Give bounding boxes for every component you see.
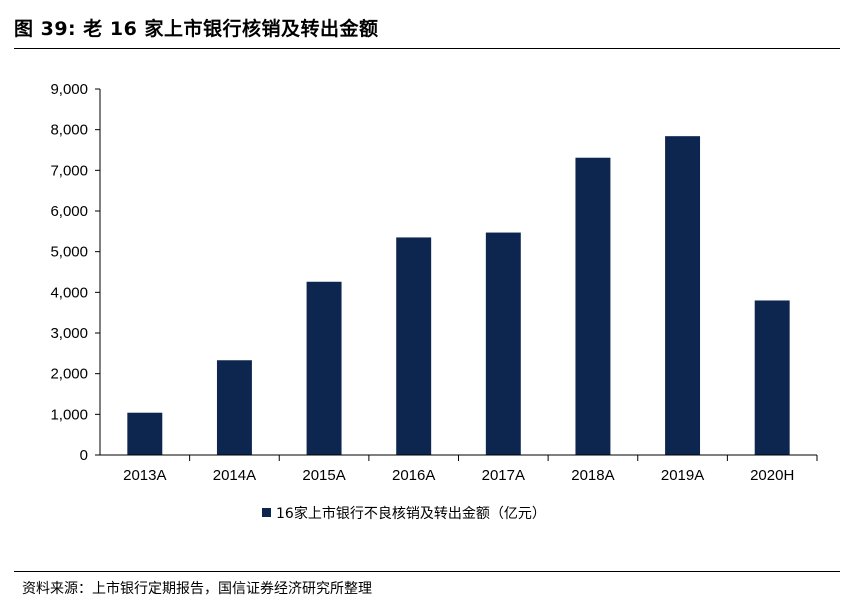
- x-tick-label: 2020H: [750, 467, 794, 484]
- bar-2017A: [485, 232, 521, 455]
- bar-2014A: [216, 360, 252, 455]
- x-tick-label: 2018A: [571, 467, 614, 484]
- y-tick-label: 7,000: [50, 162, 88, 179]
- y-tick-label: 9,000: [50, 81, 88, 98]
- legend-swatch: [262, 508, 271, 517]
- bar-2019A: [665, 136, 701, 455]
- x-tick-label: 2013A: [123, 467, 166, 484]
- x-tick-label: 2019A: [661, 467, 704, 484]
- y-tick-label: 6,000: [50, 203, 88, 220]
- y-tick-label: 0: [80, 447, 88, 464]
- y-tick-label: 8,000: [50, 122, 88, 139]
- y-axis: 0 1,000 2,000 3,000 4,000 5,000 6,000 7,000 8,00…: [50, 81, 101, 464]
- bar-chart: 0 1,000 2,000 3,000 4,000 5,000 6,000 7,000 8,00…: [50, 81, 818, 522]
- bars-group: [127, 136, 790, 455]
- x-tick-label: 2016A: [392, 467, 435, 484]
- bar-2015A: [306, 281, 342, 455]
- source-rule: [14, 571, 840, 572]
- y-tick-label: 2,000: [50, 366, 88, 383]
- bar-2013A: [127, 412, 163, 455]
- source-note: 资料来源：上市银行定期报告，国信证券经济研究所整理: [22, 581, 372, 597]
- bar-2018A: [575, 157, 611, 455]
- bar-2016A: [396, 237, 432, 455]
- x-axis: 2013A 2014A 2015A 2016A 2017A 2018A 2019A 2020H: [100, 454, 818, 484]
- legend-label: 16家上市银行不良核销及转出金额（亿元）: [276, 505, 546, 522]
- figure-title: 图 39: 老 16 家上市银行核销及转出金额: [14, 18, 379, 40]
- y-tick-label: 1,000: [50, 406, 88, 423]
- y-tick-label: 3,000: [50, 325, 88, 342]
- y-tick-label: 4,000: [50, 284, 88, 301]
- x-tick-label: 2014A: [213, 467, 256, 484]
- x-tick-label: 2017A: [482, 467, 525, 484]
- x-tick-label: 2015A: [302, 467, 345, 484]
- bar-2020H: [754, 300, 790, 455]
- title-rule: [14, 48, 840, 49]
- y-tick-label: 5,000: [50, 244, 88, 261]
- legend: 16家上市银行不良核销及转出金额（亿元）: [262, 505, 546, 522]
